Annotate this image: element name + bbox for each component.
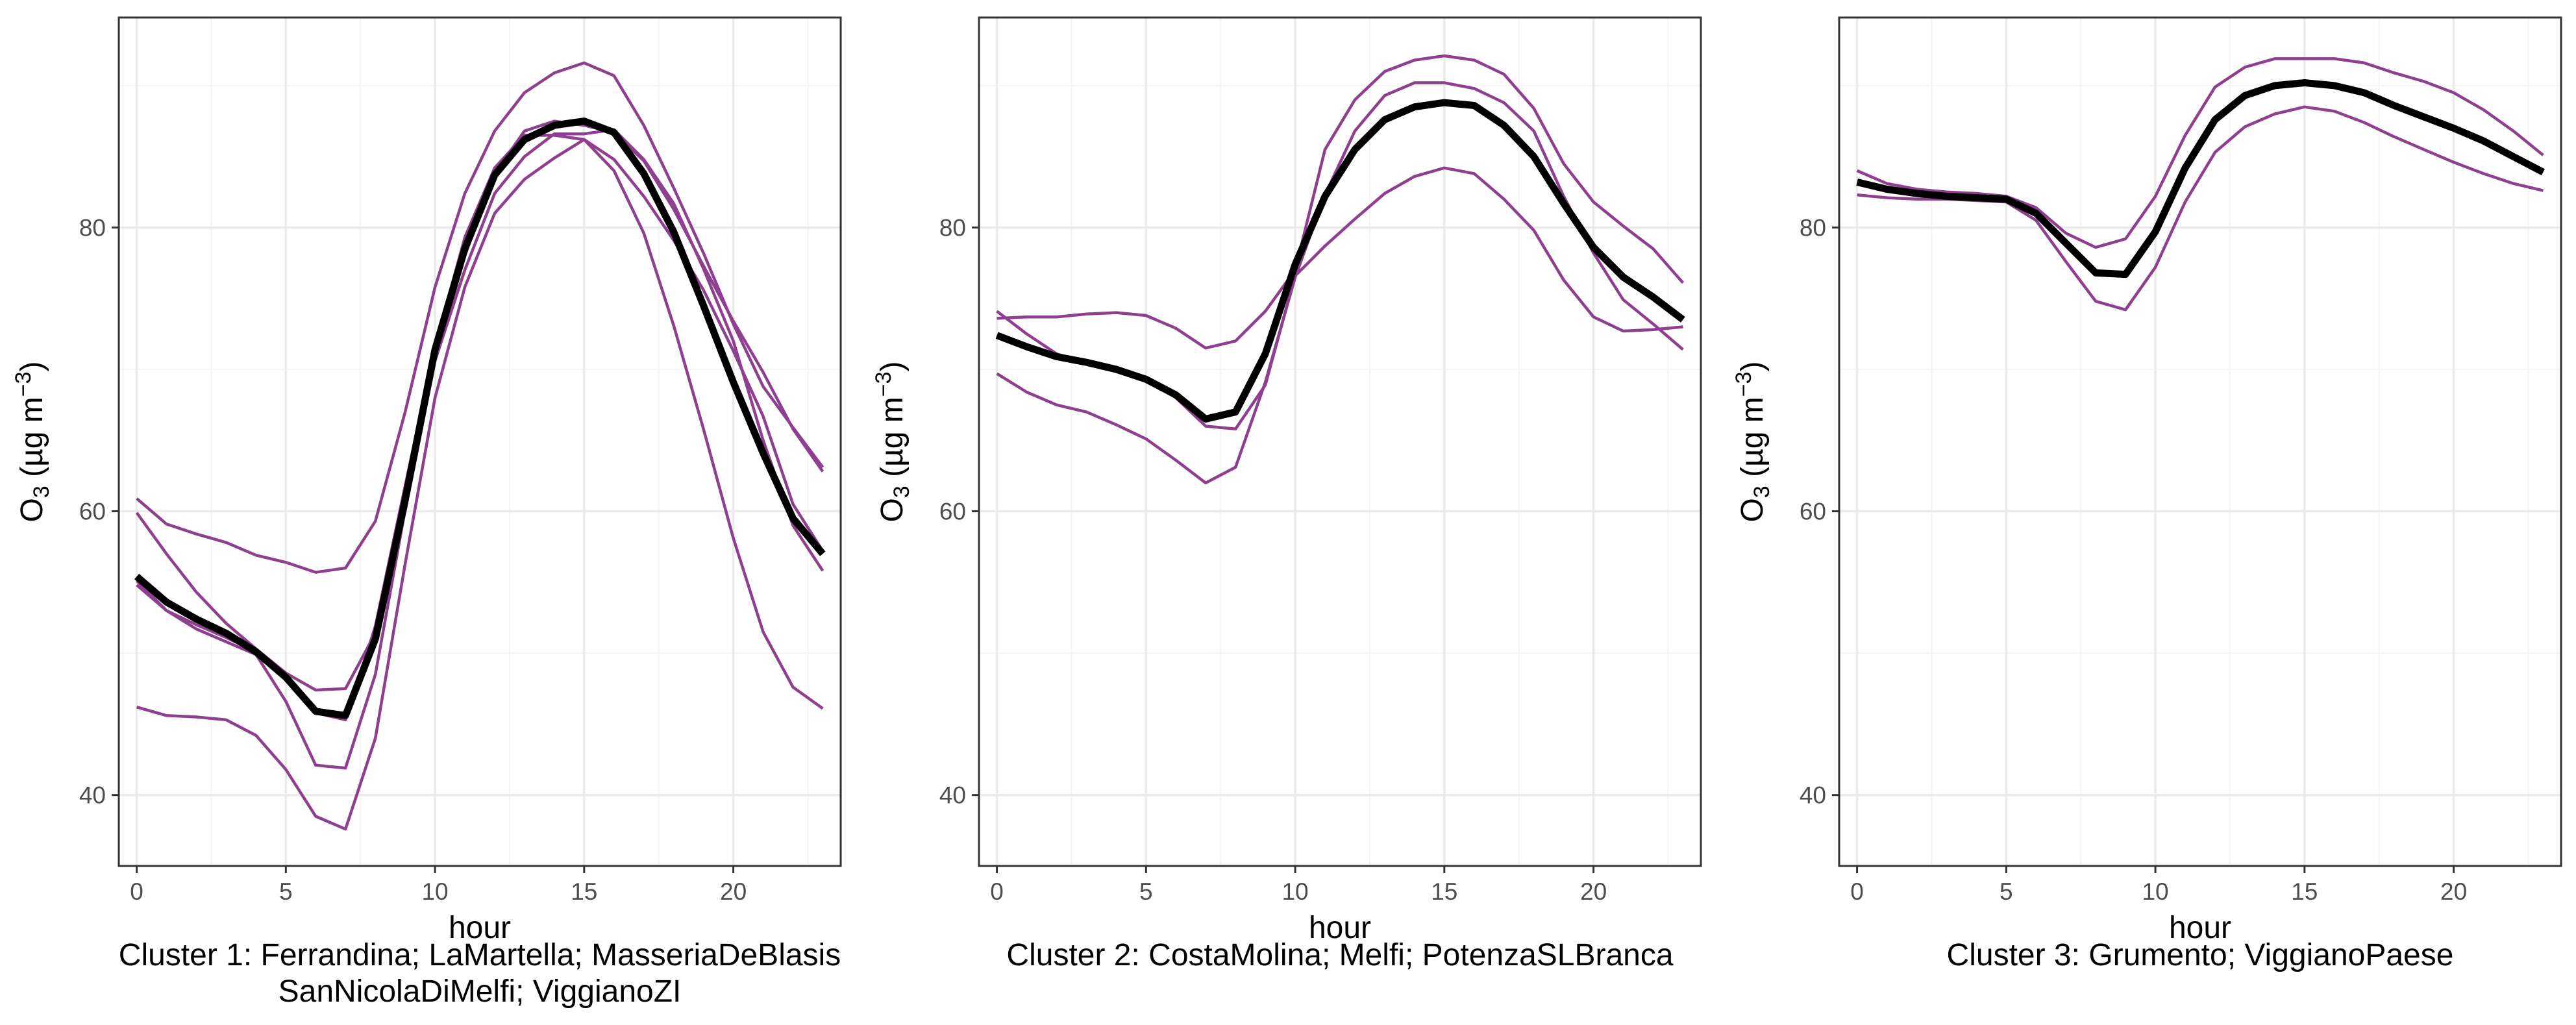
panel-cluster-3: 0 5 10 15 20 40 60 80 hour O3 (µg m−3) Cluster 3: … — [1731, 16, 2562, 972]
y-title-sub: 3 — [1750, 486, 1774, 498]
x-tick-label: 15 — [571, 878, 597, 905]
panel-cluster-1: 0 5 10 15 20 40 60 80 hour O3 (µg m−3) Cluster 1: … — [11, 16, 842, 1009]
y-title-main: O — [15, 498, 49, 522]
x-tick-label: 20 — [1580, 878, 1607, 905]
series-line-CostaMolina — [997, 54, 1685, 350]
series-line-cluster-mean — [995, 99, 1685, 423]
y-title-sub: 3 — [29, 486, 54, 498]
x-tick-label: 10 — [2142, 878, 2168, 905]
y-title-sub: 3 — [889, 486, 914, 498]
series-line-Ferrandina — [136, 61, 824, 574]
x-tick-label: 20 — [2440, 878, 2467, 905]
panel-background — [979, 18, 1701, 866]
y-axis-title: O3 (µg m−3) — [1731, 361, 1774, 522]
y-title-main: O — [875, 498, 910, 522]
y-title-sup: −3 — [1731, 371, 1756, 397]
y-title-close: ) — [875, 361, 910, 371]
y-tick-label: 40 — [1800, 782, 1826, 809]
y-tick-label: 60 — [79, 499, 106, 525]
x-tick-label: 5 — [279, 878, 293, 905]
y-tick-label: 60 — [939, 499, 966, 525]
x-tick-label: 5 — [2000, 878, 2013, 905]
panel-cluster-2: 0 5 10 15 20 40 60 80 hour O3 (µg m−3) Cluster 2: … — [871, 16, 1702, 972]
x-axis-title: hour — [2169, 911, 2231, 945]
y-tick-label: 60 — [1800, 499, 1826, 525]
y-tick-label: 40 — [79, 782, 106, 809]
x-axis-title: hour — [449, 911, 511, 945]
x-tick-label: 10 — [1282, 878, 1308, 905]
panel-background — [1839, 18, 2561, 866]
y-title-unit: (µg m — [1735, 397, 1770, 486]
y-title-close: ) — [15, 361, 49, 371]
x-tick-label: 20 — [720, 878, 747, 905]
y-title-unit: (µg m — [875, 397, 910, 486]
y-tick-label: 80 — [1800, 214, 1826, 241]
panel-border — [1838, 16, 2562, 867]
y-tick-label: 80 — [939, 214, 966, 241]
y-title-sup: −3 — [871, 371, 896, 397]
y-tick-label: 80 — [79, 214, 106, 241]
x-tick-label: 0 — [990, 878, 1004, 905]
panel-caption-line: Cluster 1: Ferrandina; LaMartella; Masse… — [119, 938, 841, 972]
series-line-Grumento — [1856, 57, 2544, 249]
y-axis-title: O3 (µg m−3) — [871, 361, 914, 522]
y-title-unit: (µg m — [15, 397, 49, 486]
x-tick-label: 15 — [2291, 878, 2318, 905]
y-tick-label: 40 — [939, 782, 966, 809]
panel-caption-line: Cluster 3: Grumento; ViggianoPaese — [1947, 938, 2454, 972]
panel-caption-line: SanNicolaDiMelfi; ViggianoZI — [279, 974, 682, 1009]
panel-border — [978, 16, 1702, 867]
x-tick-label: 0 — [1850, 878, 1864, 905]
x-tick-label: 5 — [1139, 878, 1153, 905]
x-tick-label: 15 — [1431, 878, 1457, 905]
y-title-close: ) — [1735, 361, 1770, 371]
x-tick-label: 0 — [130, 878, 143, 905]
panel-border — [118, 16, 842, 867]
x-tick-label: 10 — [421, 878, 448, 905]
x-axis-title: hour — [1309, 911, 1371, 945]
series-line-SanNicolaDiMelfi — [136, 138, 824, 831]
series-line-cluster-mean — [134, 117, 826, 719]
y-title-main: O — [1735, 498, 1770, 522]
panel-caption-line: Cluster 2: CostaMolina; Melfi; PotenzaSL… — [1006, 938, 1673, 972]
y-title-sup: −3 — [11, 371, 36, 397]
y-axis-title: O3 (µg m−3) — [11, 361, 54, 522]
series-line-cluster-mean — [1856, 79, 2545, 278]
